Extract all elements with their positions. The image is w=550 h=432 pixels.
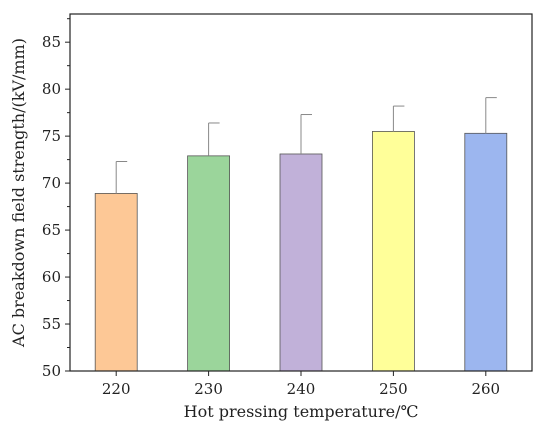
x-axis-title: Hot pressing temperature/℃ — [184, 402, 419, 421]
bar-240 — [279, 153, 323, 372]
x-axis: 220 230 240 250 260 — [102, 371, 500, 398]
bars-layer — [94, 131, 508, 372]
bar-220 — [94, 193, 138, 372]
error-bars-layer — [115, 97, 497, 194]
y-tick-label-80: 80 — [42, 80, 61, 98]
x-tick-label-250: 250 — [379, 380, 408, 398]
y-axis: 50 55 60 65 70 75 80 85 — [42, 18, 70, 380]
x-tick-label-240: 240 — [287, 380, 316, 398]
x-tick-label-230: 230 — [194, 380, 223, 398]
y-tick-label-55: 55 — [42, 315, 61, 333]
bar-250 — [371, 131, 415, 372]
y-tick-label-85: 85 — [42, 33, 61, 51]
y-tick-label-65: 65 — [42, 221, 61, 239]
y-tick-label-60: 60 — [42, 268, 61, 286]
y-tick-label-70: 70 — [42, 174, 61, 192]
bar-260 — [464, 132, 508, 372]
y-tick-label-75: 75 — [42, 127, 61, 145]
x-tick-label-260: 260 — [471, 380, 500, 398]
x-tick-label-220: 220 — [102, 380, 131, 398]
bar-230 — [187, 155, 231, 372]
y-axis-title: AC breakdown field strength/(kV/mm) — [9, 38, 28, 348]
y-tick-label-50: 50 — [42, 362, 61, 380]
